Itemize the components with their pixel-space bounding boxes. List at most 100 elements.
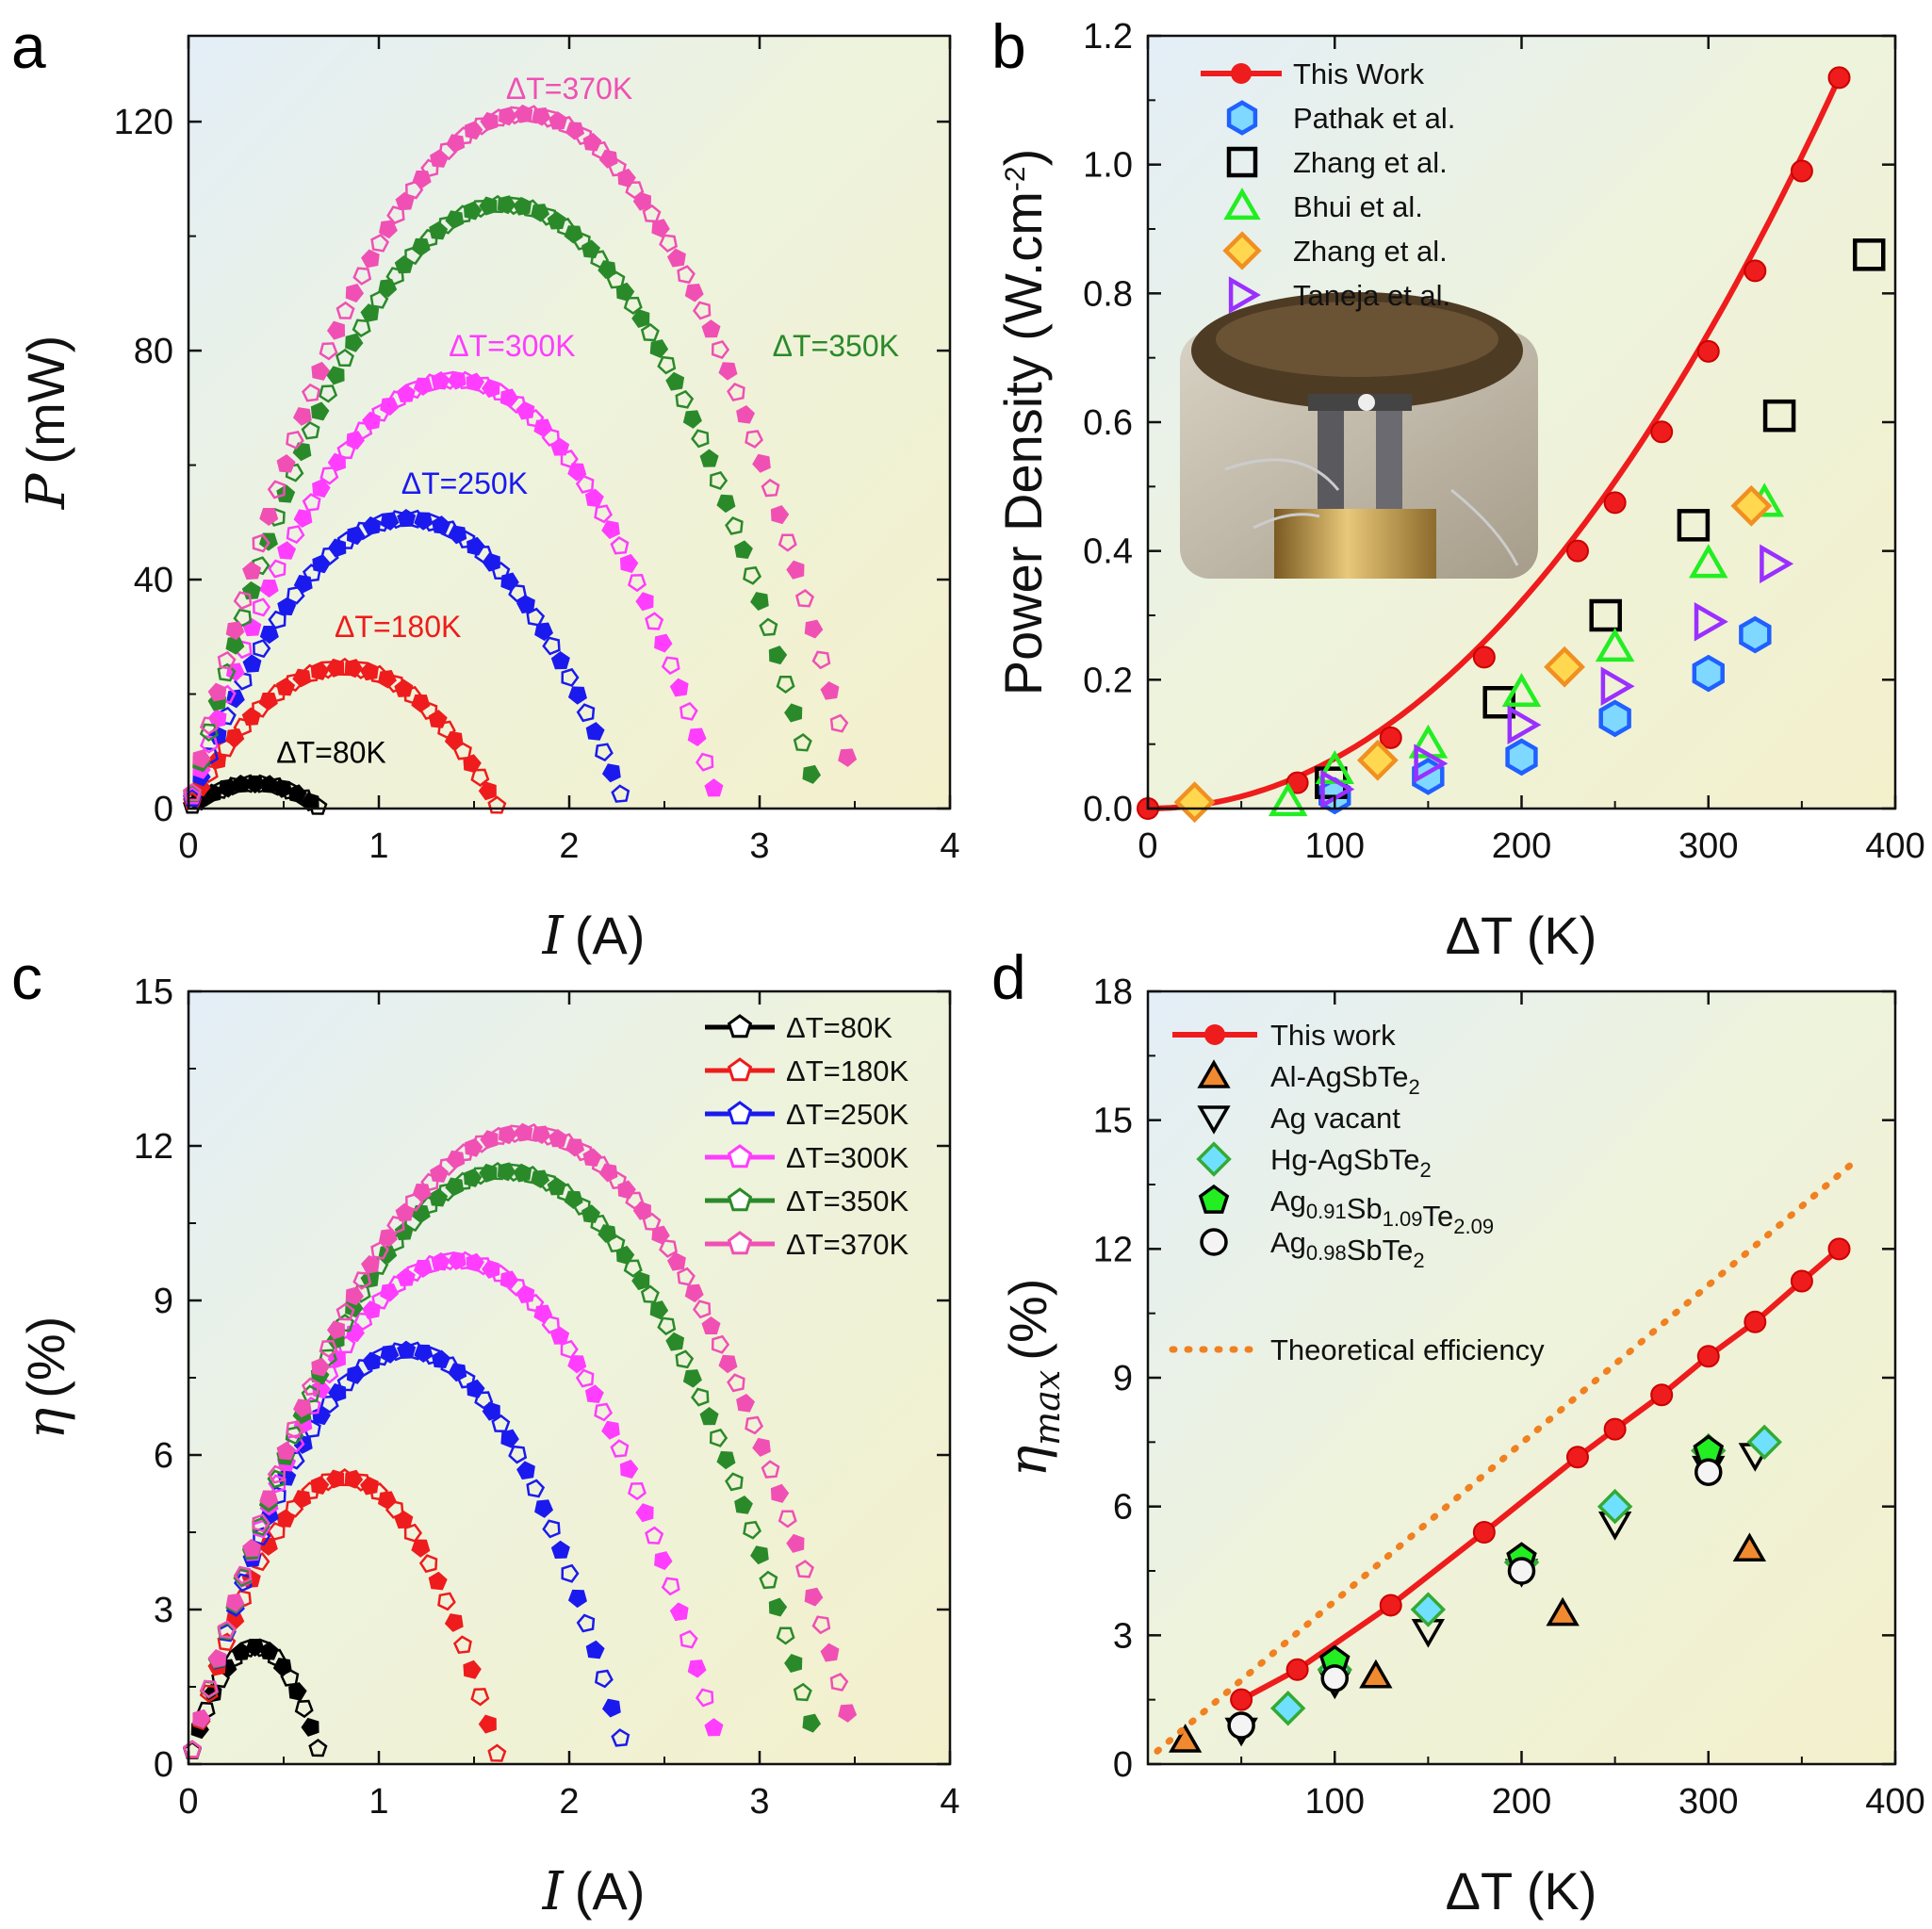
point-this-work-b bbox=[1285, 771, 1309, 794]
point-c-4 bbox=[793, 1682, 812, 1702]
series-c-5 bbox=[183, 1122, 858, 1758]
point-this-work-b bbox=[1744, 259, 1767, 283]
y-tick-label-b: 0.6 bbox=[1083, 403, 1133, 443]
point-a-2 bbox=[431, 515, 450, 534]
data-d bbox=[1154, 1155, 1861, 1755]
point-a-3 bbox=[575, 474, 595, 494]
point-c-4 bbox=[768, 1597, 788, 1617]
point-a-5 bbox=[651, 219, 670, 238]
point-this-work-b bbox=[1379, 726, 1402, 749]
point-a-4 bbox=[750, 592, 769, 612]
point-a-4 bbox=[709, 470, 729, 490]
point-d-3 bbox=[1410, 1592, 1447, 1627]
point-a-1 bbox=[478, 781, 497, 801]
point-a-3 bbox=[268, 559, 287, 579]
y-symbol-d: η bbox=[998, 1446, 1059, 1478]
legend-marker-b bbox=[1223, 188, 1261, 221]
point-a-1 bbox=[385, 674, 404, 694]
point-a-4 bbox=[429, 221, 449, 240]
point-c-1 bbox=[437, 1592, 456, 1611]
point-c-4 bbox=[802, 1713, 822, 1733]
point-c-2 bbox=[561, 1563, 580, 1583]
point-a-0 bbox=[308, 796, 328, 815]
x-tick-label-d: 300 bbox=[1678, 1782, 1738, 1822]
point-c-4 bbox=[665, 1332, 685, 1351]
point-c-5 bbox=[430, 1164, 450, 1183]
point-c-5 bbox=[761, 1460, 780, 1479]
legend-b: This Work Pathak et al. Zhang et al. Bhui e… bbox=[1201, 57, 1455, 314]
x-unit-a: (A) bbox=[575, 906, 646, 965]
point-d-3 bbox=[1269, 1691, 1306, 1726]
point-c-1 bbox=[487, 1743, 507, 1762]
legend-marker-d bbox=[1197, 1059, 1231, 1088]
x-tick-label-c: 2 bbox=[559, 1782, 579, 1822]
point-a-5 bbox=[311, 361, 330, 381]
point-a-3 bbox=[200, 735, 219, 754]
x-tick-label-b: 400 bbox=[1865, 826, 1924, 866]
point-a-4 bbox=[345, 333, 364, 352]
point-d-5 bbox=[1695, 1458, 1723, 1486]
point-c-5 bbox=[838, 1704, 858, 1723]
legend-label-c: ΔT=370K bbox=[786, 1228, 909, 1261]
point-c-3 bbox=[610, 1439, 630, 1458]
y-tick-label-d: 18 bbox=[1093, 973, 1133, 1012]
legend-marker-c bbox=[727, 1144, 753, 1169]
point-a-1 bbox=[452, 741, 472, 760]
point-a-4 bbox=[631, 308, 650, 328]
x-axis-label-c: I (A) bbox=[542, 1861, 646, 1922]
y-tick-label-b: 0.8 bbox=[1083, 274, 1133, 314]
point-this-work-d bbox=[1744, 1310, 1767, 1333]
series-a-5 bbox=[183, 104, 858, 801]
x-tick-label-c: 3 bbox=[749, 1782, 769, 1822]
x-tick-label-d: 200 bbox=[1492, 1782, 1551, 1822]
x-tick-label-d: 100 bbox=[1305, 1782, 1365, 1822]
y-tick-label-a: 40 bbox=[134, 561, 173, 600]
point-c-5 bbox=[242, 1538, 262, 1558]
point-a-4 bbox=[199, 723, 219, 743]
point-c-1 bbox=[463, 1659, 482, 1679]
point-this-work-d bbox=[1285, 1658, 1309, 1681]
point-a-4 bbox=[564, 225, 583, 244]
point-a-5 bbox=[430, 149, 450, 168]
point-c-4 bbox=[734, 1495, 753, 1514]
point-a-5 bbox=[326, 320, 346, 340]
legend-marker-d bbox=[1204, 1024, 1225, 1045]
point-b-5 bbox=[1414, 744, 1449, 783]
y-tick-label-c: 0 bbox=[154, 1745, 173, 1785]
point-c-1 bbox=[470, 1688, 490, 1707]
curve-label-a: ΔT=80K bbox=[276, 735, 386, 769]
point-c-3 bbox=[704, 1718, 724, 1737]
point-a-5 bbox=[684, 283, 704, 302]
point-c-4 bbox=[564, 1190, 583, 1209]
point-c-3 bbox=[567, 1355, 587, 1374]
point-a-2 bbox=[253, 639, 271, 659]
y-label-main-b: Power Density (W.cm bbox=[993, 191, 1053, 695]
y-tick-label-b: 0.4 bbox=[1083, 532, 1133, 572]
y-tick-label-d: 12 bbox=[1093, 1230, 1133, 1269]
x-tick-label-c: 1 bbox=[368, 1782, 388, 1822]
legend-label-b: Zhang et al. bbox=[1293, 235, 1448, 268]
point-a-3 bbox=[252, 597, 271, 617]
point-a-4 bbox=[598, 260, 616, 280]
point-c-4 bbox=[709, 1428, 729, 1447]
point-a-2 bbox=[534, 622, 554, 642]
y-tick-label-d: 3 bbox=[1113, 1616, 1133, 1656]
point-c-5 bbox=[183, 1740, 203, 1758]
point-c-3 bbox=[661, 1577, 680, 1596]
point-a-3 bbox=[635, 592, 654, 612]
point-c-1 bbox=[452, 1635, 472, 1655]
point-a-3 bbox=[584, 488, 604, 508]
point-this-work-b bbox=[1650, 420, 1674, 444]
data-b bbox=[1137, 66, 1886, 824]
point-a-3 bbox=[594, 504, 614, 524]
ticks-b: 0 100 200 300 400 0.0 0.2 0.4 0.6 0.8 1.0 1.2 bbox=[1083, 17, 1925, 866]
point-c-5 bbox=[301, 1377, 320, 1397]
point-c-5 bbox=[651, 1225, 670, 1245]
point-c-1 bbox=[478, 1714, 497, 1734]
point-a-2 bbox=[542, 636, 561, 656]
point-b-3 bbox=[1689, 544, 1728, 579]
point-a-5 bbox=[752, 453, 771, 473]
point-b-2 bbox=[1677, 509, 1711, 542]
point-d-1 bbox=[1546, 1596, 1580, 1627]
